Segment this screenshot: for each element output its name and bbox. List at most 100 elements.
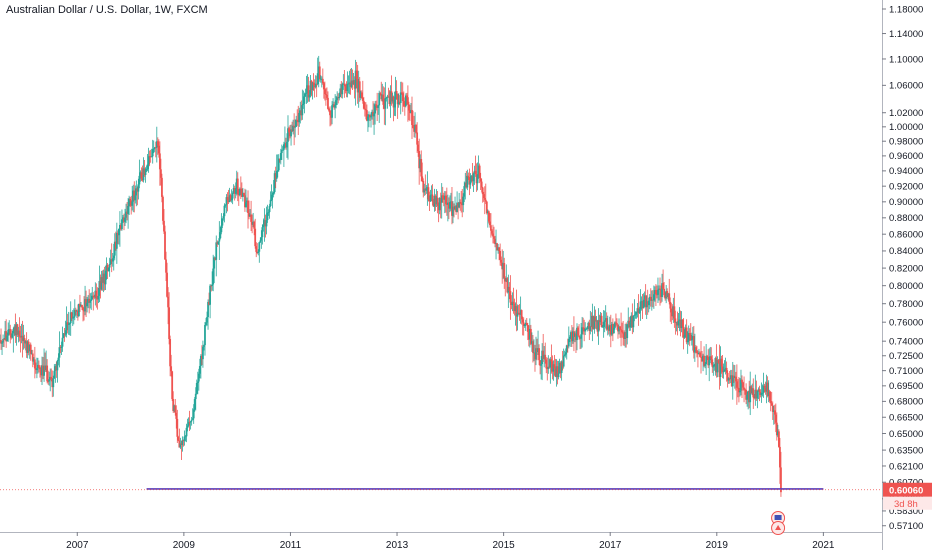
price-tick-label: 0.98000 <box>889 137 923 148</box>
candle-body <box>142 168 145 181</box>
candle-body <box>375 104 378 106</box>
candle-body <box>663 288 666 296</box>
candle-body <box>19 336 22 338</box>
candle-body <box>567 338 570 347</box>
candle-body <box>237 194 240 196</box>
candle-body <box>738 388 740 393</box>
candle-body <box>213 257 216 269</box>
candle-body <box>692 336 695 353</box>
candle-body <box>169 339 172 367</box>
candle-body <box>70 312 73 319</box>
time-tick-label: 2011 <box>280 540 302 550</box>
candle-body <box>732 375 735 378</box>
candle-body <box>542 350 545 359</box>
candle-body <box>342 83 345 85</box>
candle-body <box>20 335 23 338</box>
candle-body <box>214 257 217 260</box>
candle-body <box>610 324 613 335</box>
candle-body <box>238 188 241 195</box>
candle-body <box>2 338 4 343</box>
candle-body <box>44 365 46 371</box>
candle-body <box>580 334 582 339</box>
candle-body <box>672 306 675 317</box>
candle-body <box>57 357 60 361</box>
candle-body <box>636 308 639 313</box>
candle-body <box>423 188 426 193</box>
candle-body <box>589 326 592 331</box>
candle-body <box>311 82 314 90</box>
price-tick-label: 0.68000 <box>889 397 923 408</box>
price-tick-label: 0.76000 <box>889 317 923 328</box>
candle-body <box>513 303 516 312</box>
candle-body <box>460 202 463 204</box>
candle-body <box>572 331 574 342</box>
candle-body <box>230 198 233 201</box>
candle-body <box>60 346 63 348</box>
candle-body <box>106 264 109 272</box>
candle-body <box>373 113 375 117</box>
candle-body <box>170 366 173 372</box>
candle-body <box>149 156 152 158</box>
candle-body <box>488 221 491 226</box>
candle-body <box>391 96 394 102</box>
candle-body <box>534 352 536 360</box>
candle-body <box>4 331 7 340</box>
candle-body <box>263 220 266 225</box>
candle-body <box>703 355 705 366</box>
candle-body <box>671 312 674 317</box>
candle-body <box>158 153 161 170</box>
candle-body <box>417 144 420 152</box>
candle-body <box>138 175 141 185</box>
candle-body <box>646 301 649 306</box>
candle-body <box>359 92 362 98</box>
candle-body <box>309 80 312 95</box>
candle-body <box>316 73 319 84</box>
candle-body <box>361 97 364 101</box>
candle-body <box>18 330 21 337</box>
candle-body <box>465 182 468 188</box>
candle-body <box>431 194 434 202</box>
candle-body <box>563 354 566 356</box>
time-tick-label: 2015 <box>492 540 515 550</box>
candle-body <box>662 283 664 289</box>
candle-body <box>415 124 417 133</box>
candle-body <box>62 333 65 338</box>
candle-body <box>49 376 52 380</box>
candle-body <box>231 193 234 199</box>
candle-body <box>522 322 525 326</box>
candle-body <box>475 173 478 184</box>
candle-body <box>68 323 71 325</box>
candle-body <box>587 322 590 329</box>
price-tick-label: 1.18000 <box>889 4 923 15</box>
candle-body <box>30 353 33 355</box>
candle-body <box>716 360 719 373</box>
candle-body <box>191 418 194 420</box>
candle-body <box>341 84 344 95</box>
candle-body <box>481 187 484 195</box>
candle-body <box>769 401 772 404</box>
candle-body <box>383 104 386 109</box>
candle-body <box>81 304 83 308</box>
candle-body <box>466 175 469 188</box>
candle-body <box>753 397 756 399</box>
candle-body <box>447 202 450 209</box>
candle-body <box>209 285 211 305</box>
candle-body <box>154 147 157 149</box>
candle-body <box>167 296 169 308</box>
candle-body <box>363 108 366 110</box>
candle-body <box>178 440 181 448</box>
candle-body <box>275 170 278 179</box>
candle-body <box>203 345 205 347</box>
candle-body <box>22 338 25 341</box>
candle-body <box>188 421 191 423</box>
candle-body <box>8 329 11 330</box>
candle-body <box>468 176 471 185</box>
price-tick-label: 0.88000 <box>889 213 923 224</box>
candle-body <box>366 110 368 121</box>
candle-body <box>622 332 625 334</box>
candle-body <box>506 278 509 293</box>
candle-body <box>172 399 175 412</box>
candle-body <box>549 359 552 368</box>
